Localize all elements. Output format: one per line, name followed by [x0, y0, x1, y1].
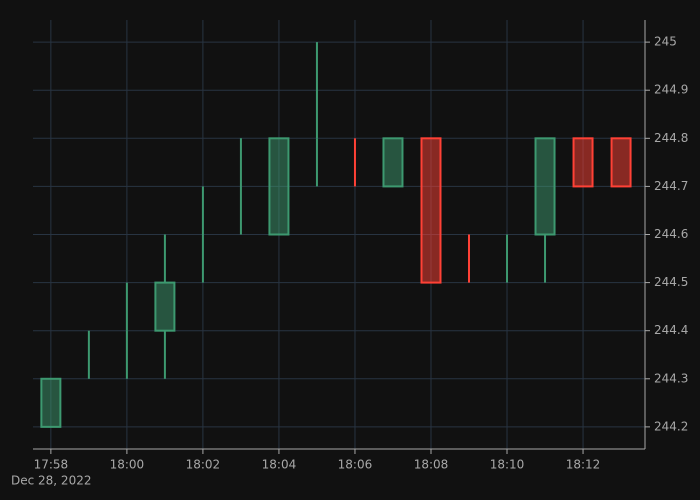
candle-body: [154, 281, 176, 332]
x-tick-label: 17:58: [34, 458, 69, 472]
x-tick-label: 18:06: [338, 458, 373, 472]
candle-body: [382, 137, 404, 188]
x-tick-label: 18:04: [262, 458, 297, 472]
x-tick-label: 18:10: [490, 458, 525, 472]
candle-body: [572, 137, 594, 188]
y-tick-label: 244.8: [654, 131, 688, 145]
y-tick-label: 245: [654, 35, 677, 49]
candle-body: [610, 137, 632, 188]
y-tick-label: 244.5: [654, 275, 688, 289]
y-tick-label: 244.6: [654, 227, 688, 241]
candle-body: [268, 137, 290, 236]
candle-body: [40, 377, 62, 428]
x-tick-label: 18:12: [566, 458, 601, 472]
y-tick-label: 244.2: [654, 419, 688, 433]
y-tick-label: 244.4: [654, 323, 688, 337]
y-tick-label: 244.7: [654, 179, 688, 193]
date-label: Dec 28, 2022: [11, 474, 91, 488]
x-tick-label: 18:08: [414, 458, 449, 472]
candle-body: [420, 137, 442, 284]
candle-body: [534, 137, 556, 236]
x-tick-label: 18:02: [186, 458, 221, 472]
y-tick-label: 244.9: [654, 83, 688, 97]
x-tick-label: 18:00: [110, 458, 145, 472]
y-tick-label: 244.3: [654, 371, 688, 385]
